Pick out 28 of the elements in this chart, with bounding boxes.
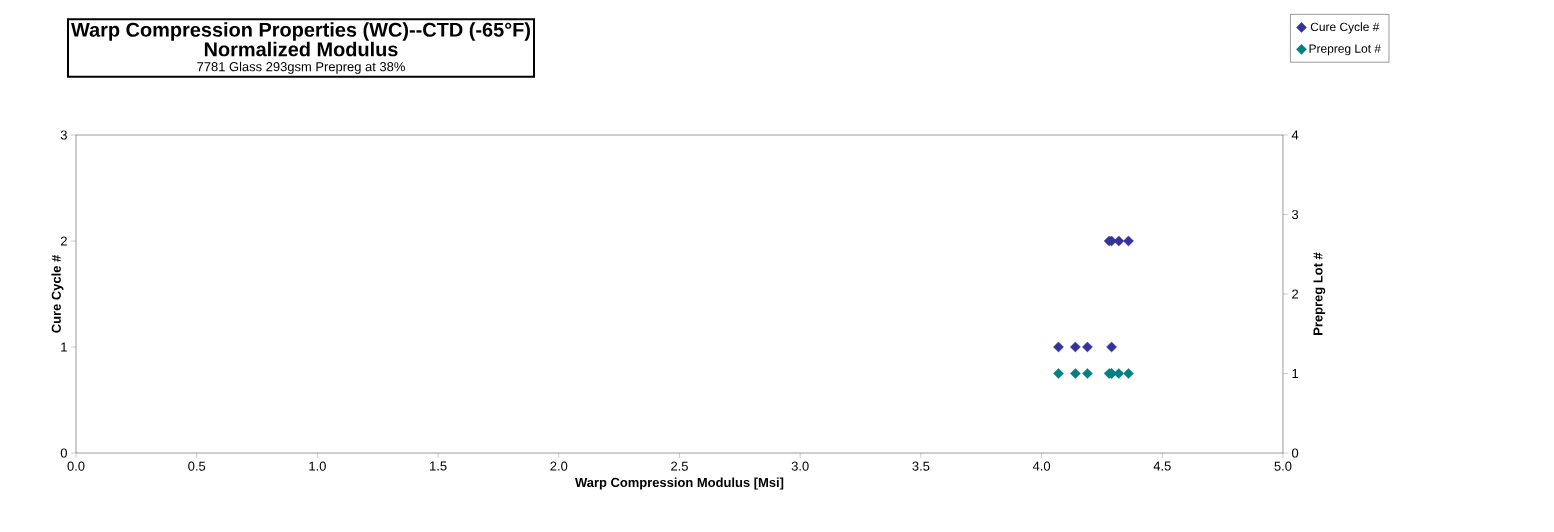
- x-tick-label: 4.5: [1153, 461, 1171, 471]
- x-tick-label: 3.5: [912, 461, 930, 471]
- y2-tick-label: 0: [1291, 448, 1299, 458]
- x-tick-label: 2.5: [671, 461, 688, 471]
- y-tick-label: 3: [60, 130, 67, 140]
- chart-subtitle: Normalized Modulus: [204, 41, 398, 57]
- y2-tick-label: 3: [1291, 209, 1299, 220]
- y2-axis-title: Prepreg Lot #: [1313, 252, 1326, 335]
- legend-label: Prepreg Lot #: [1309, 44, 1381, 56]
- x-tick-label: 5.0: [1274, 461, 1292, 471]
- y-tick-label: 2: [60, 236, 67, 246]
- y-tick-label: 0: [60, 448, 67, 458]
- x-tick-label: 3.0: [791, 461, 809, 471]
- x-tick-label: 1.0: [309, 461, 326, 471]
- y2-tick-label: 4: [1291, 130, 1299, 140]
- chart-title: Warp Compression Properties (WC)--CTD (-65°F): [71, 22, 530, 41]
- y2-tick-label: 1: [1292, 369, 1299, 378]
- legend-label: Cure Cycle #: [1310, 22, 1380, 34]
- x-tick-label: 4.0: [1032, 461, 1051, 471]
- x-tick-label: 1.5: [430, 461, 447, 471]
- x-tick-label: 0.5: [188, 461, 206, 471]
- x-tick-label: 0.0: [67, 461, 85, 471]
- x-tick-label: 2.0: [550, 461, 568, 471]
- y2-tick-label: 2: [1292, 289, 1299, 299]
- y-tick-label: 1: [61, 342, 67, 352]
- text: 7781 Glass 293gsm Prepreg at 38%: [197, 61, 405, 74]
- x-axis-title: Warp Compression Modulus [Msi]: [575, 477, 784, 490]
- y-axis-title: Cure Cycle #: [51, 254, 64, 333]
